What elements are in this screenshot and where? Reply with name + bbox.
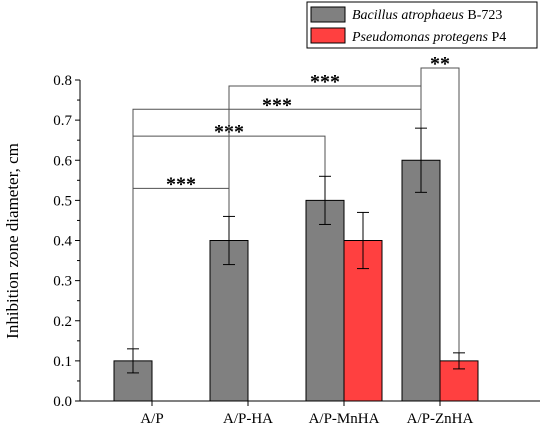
significance-label: *** xyxy=(166,173,196,195)
y-tick-label: 0.2 xyxy=(53,314,72,330)
significance-label: ** xyxy=(430,53,450,75)
y-tick-label: 0.8 xyxy=(53,73,72,89)
legend-swatch-series-1 xyxy=(310,6,346,23)
significance-bracket xyxy=(420,67,460,359)
x-tick-label: A/P-MnHA xyxy=(309,411,380,427)
y-tick-label: 0.6 xyxy=(53,153,72,169)
legend-swatch-series-2 xyxy=(310,27,346,44)
significance-brackets: ************** xyxy=(132,53,460,359)
legend: Bacillus atrophaeus B-723 Pseudomonas pr… xyxy=(306,1,538,49)
bars xyxy=(113,159,479,402)
y-tick-label: 0.5 xyxy=(53,193,72,209)
y-ticks: 0.0 0.1 0.2 0.3 0.4 0.5 0.6 0.7 0.8 xyxy=(53,73,80,410)
x-ticks: A/P A/P-HA A/P-MnHA A/P-ZnHA xyxy=(140,401,473,427)
error-bars xyxy=(127,127,465,374)
significance-label: *** xyxy=(262,94,292,116)
y-tick-label: 0.1 xyxy=(53,354,72,370)
bar-series1-2 xyxy=(305,199,345,402)
y-tick-label: 0.3 xyxy=(53,274,72,290)
legend-label-series-1: Bacillus atrophaeus B-723 xyxy=(352,8,502,23)
x-tick-label: A/P-ZnHA xyxy=(407,411,474,427)
y-tick-label: 0.7 xyxy=(53,113,72,129)
y-tick-label: 0.4 xyxy=(53,234,72,250)
y-axis-label: Inhibition zone diameter, cm xyxy=(3,143,22,339)
y-tick-label: 0.0 xyxy=(53,394,72,410)
x-tick-label: A/P-HA xyxy=(223,411,273,427)
significance-label: *** xyxy=(310,71,340,93)
legend-label-series-2: Pseudomonas protegens P4 xyxy=(351,30,506,45)
bar-series1-3 xyxy=(401,159,441,402)
x-tick-label: A/P xyxy=(140,411,163,427)
